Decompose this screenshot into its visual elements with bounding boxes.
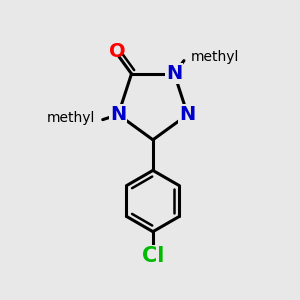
Text: N: N xyxy=(166,64,182,83)
Text: O: O xyxy=(109,42,125,61)
Text: methyl: methyl xyxy=(47,111,95,125)
Text: methyl: methyl xyxy=(191,50,240,64)
Text: Cl: Cl xyxy=(142,246,164,266)
Text: N: N xyxy=(110,105,126,124)
Text: N: N xyxy=(179,105,196,124)
